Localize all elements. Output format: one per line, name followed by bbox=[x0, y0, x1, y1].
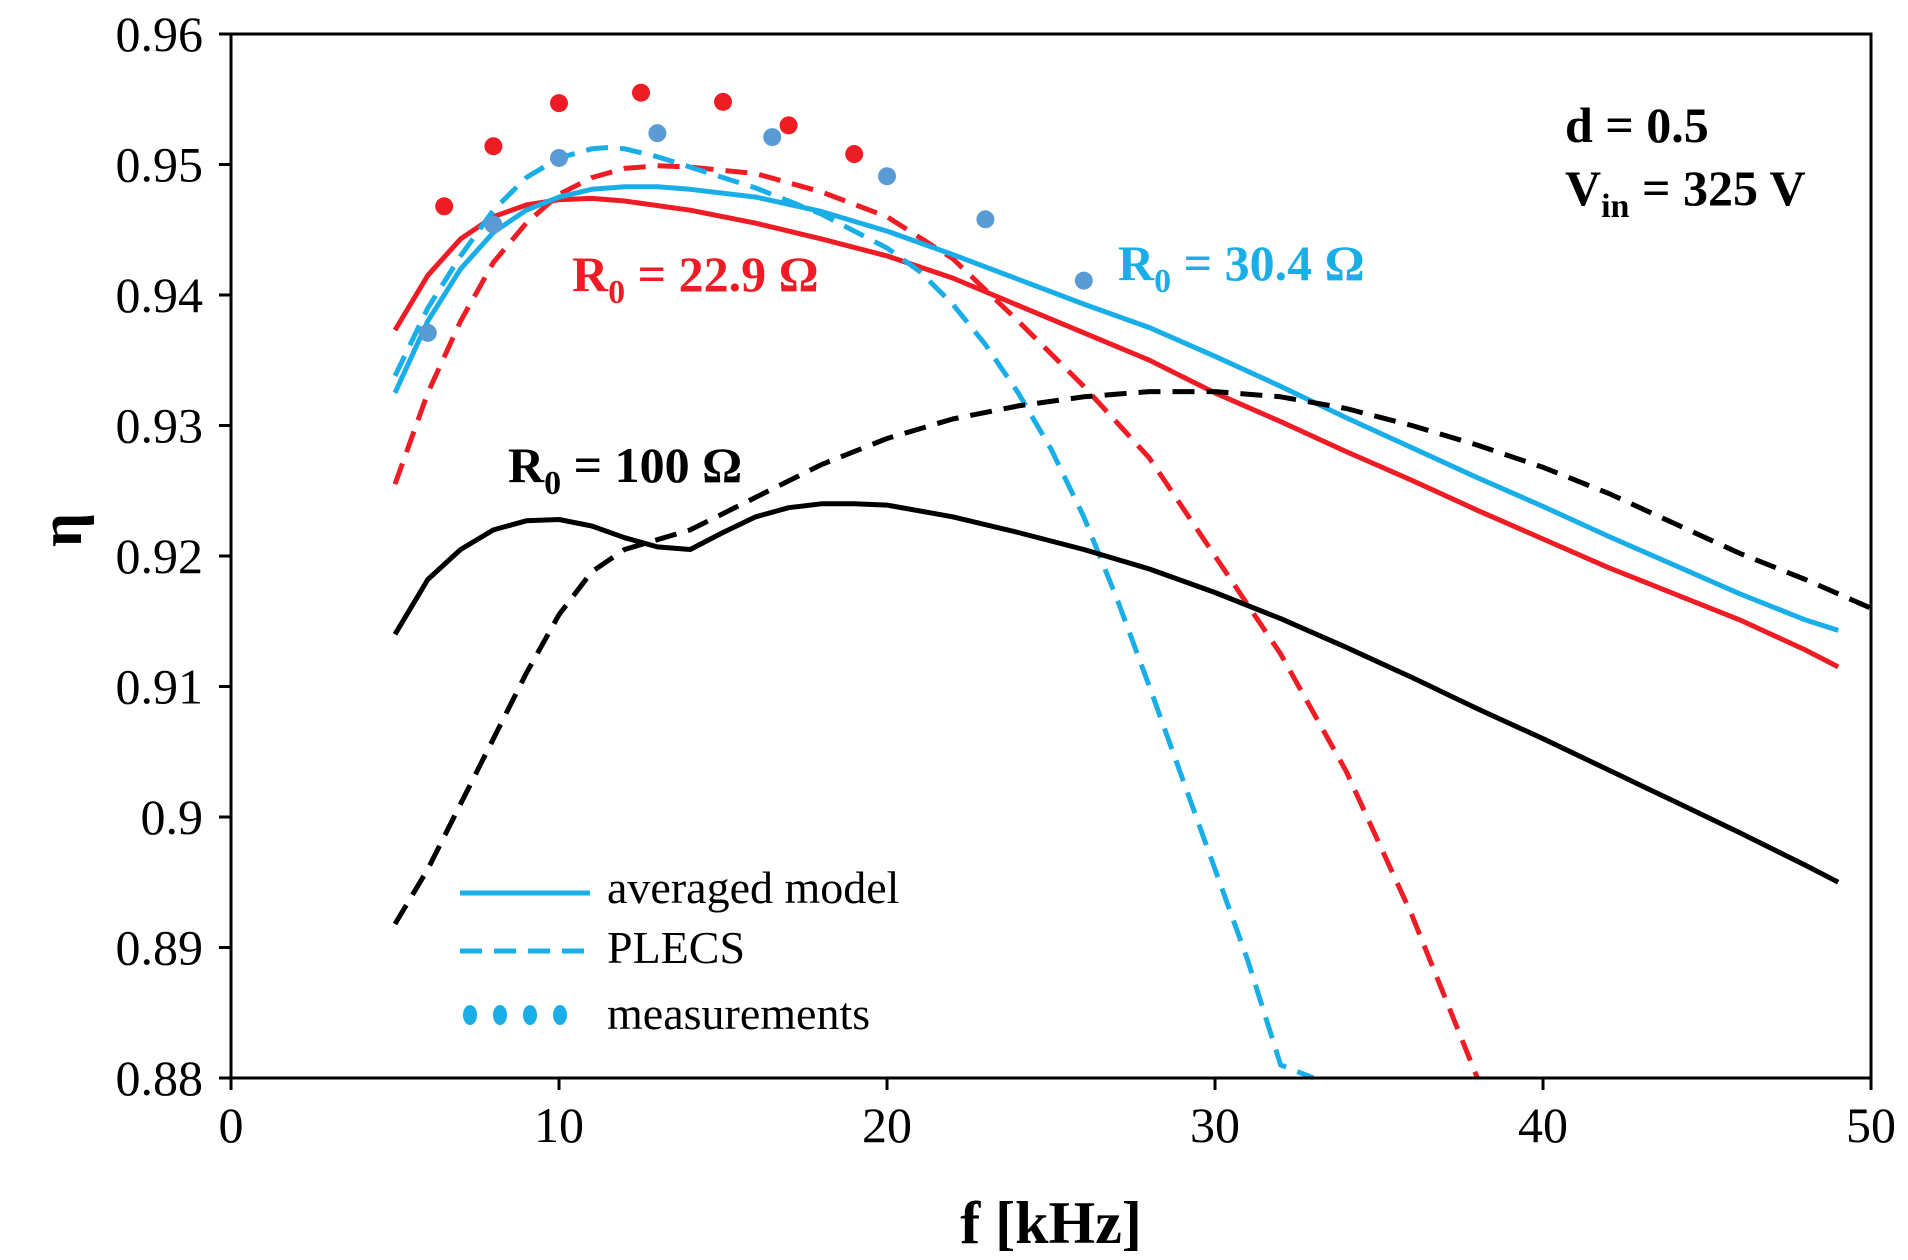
data-point bbox=[779, 116, 798, 135]
legend-swatch-points bbox=[463, 1005, 567, 1025]
annotation-r229: R0 = 22.9 Ω bbox=[572, 246, 819, 311]
data-point bbox=[763, 128, 782, 147]
legend-point-4 bbox=[553, 1005, 567, 1025]
legend: averaged model PLECS measurements bbox=[460, 862, 899, 1039]
condition-voltage-subscript: in bbox=[1601, 188, 1629, 225]
data-point bbox=[878, 167, 896, 186]
condition-input-voltage: Vin = 325 V bbox=[1565, 160, 1806, 225]
annotation-r229-subscript: 0 bbox=[608, 274, 625, 311]
series-line-0 bbox=[392, 195, 1840, 670]
x-tick-label: 20 bbox=[862, 1097, 912, 1153]
series-line-6 bbox=[392, 501, 1840, 885]
y-tick-label: 0.91 bbox=[116, 659, 204, 715]
condition-voltage-symbol: V bbox=[1565, 160, 1601, 216]
y-axis: 0.88 0.89 0.9 0.91 0.92 0.93 0.94 0.95 0.96 bbox=[116, 6, 231, 1106]
data-point bbox=[550, 94, 568, 113]
x-tick-label: 10 bbox=[534, 1097, 584, 1153]
legend-point-1 bbox=[463, 1005, 477, 1025]
annotation-r100: R0 = 100 Ω bbox=[508, 437, 742, 502]
annotation-r304-value: = 30.4 Ω bbox=[1171, 235, 1365, 291]
x-tick-label: 50 bbox=[1846, 1097, 1896, 1153]
y-tick-label: 0.89 bbox=[116, 920, 204, 976]
data-point bbox=[435, 197, 454, 216]
y-tick-label: 0.88 bbox=[116, 1050, 204, 1106]
x-tick-label: 0 bbox=[219, 1097, 244, 1153]
x-axis: 0 10 20 30 40 50 bbox=[219, 1078, 1896, 1153]
data-point bbox=[976, 210, 995, 229]
y-tick-label: 0.9 bbox=[141, 789, 204, 845]
data-point bbox=[484, 215, 503, 234]
annotation-r304: R0 = 30.4 Ω bbox=[1118, 235, 1365, 300]
annotation-r229-symbol: R bbox=[572, 246, 609, 302]
data-point bbox=[714, 92, 732, 111]
condition-voltage-value: = 325 V bbox=[1629, 160, 1805, 216]
data-point bbox=[418, 323, 437, 342]
legend-label-measurements: measurements bbox=[607, 988, 870, 1039]
condition-duty-cycle: d = 0.5 bbox=[1565, 97, 1709, 153]
y-tick-label: 0.93 bbox=[116, 398, 204, 454]
data-point bbox=[845, 145, 864, 164]
x-axis-label: f [kHz] bbox=[960, 1190, 1142, 1256]
y-axis-label: η bbox=[28, 513, 94, 547]
annotation-r100-symbol: R bbox=[508, 437, 545, 493]
annotation-r100-value: = 100 Ω bbox=[561, 437, 742, 493]
series-line-3 bbox=[392, 184, 1839, 633]
series-line-7 bbox=[392, 389, 1873, 926]
y-tick-label: 0.96 bbox=[116, 6, 204, 62]
series-line-4 bbox=[392, 145, 1315, 1081]
annotation-r229-value: = 22.9 Ω bbox=[625, 246, 819, 302]
legend-point-2 bbox=[493, 1005, 507, 1025]
annotation-r100-subscript: 0 bbox=[544, 465, 561, 502]
data-point bbox=[1074, 271, 1093, 290]
series-layer bbox=[392, 83, 1873, 1081]
annotation-r304-subscript: 0 bbox=[1154, 263, 1171, 300]
y-tick-label: 0.95 bbox=[116, 137, 204, 193]
data-point bbox=[550, 148, 568, 167]
data-point bbox=[484, 137, 503, 156]
data-point bbox=[648, 124, 667, 143]
x-tick-label: 40 bbox=[1518, 1097, 1568, 1153]
legend-label-averaged-model: averaged model bbox=[607, 862, 899, 913]
y-tick-label: 0.92 bbox=[116, 528, 204, 584]
y-tick-label: 0.94 bbox=[116, 267, 204, 323]
legend-label-plecs: PLECS bbox=[607, 922, 745, 973]
annotation-r304-symbol: R bbox=[1118, 235, 1155, 291]
x-tick-label: 30 bbox=[1190, 1097, 1240, 1153]
conditions-block: d = 0.5 Vin = 325 V bbox=[1565, 97, 1806, 225]
legend-point-3 bbox=[523, 1005, 537, 1025]
data-point bbox=[632, 83, 650, 102]
